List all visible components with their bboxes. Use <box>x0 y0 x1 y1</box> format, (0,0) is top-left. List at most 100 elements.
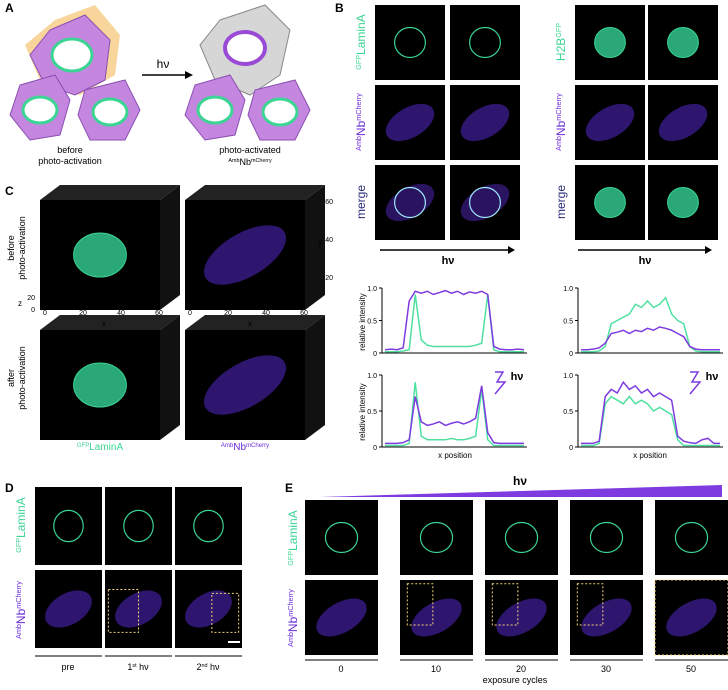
label: x <box>248 319 252 328</box>
y-tick-label: 0 <box>373 351 377 358</box>
label-part: Amb <box>228 158 239 164</box>
cell <box>45 590 92 628</box>
label: after <box>6 369 16 387</box>
label-part: LaminA <box>14 497 28 538</box>
label: photo-activation <box>17 346 27 410</box>
label-part: GFP <box>286 551 295 566</box>
micrograph <box>400 500 473 575</box>
label: relative intensity <box>358 293 367 350</box>
cell <box>585 103 635 142</box>
label-part: nd <box>202 663 208 669</box>
label: 40 <box>262 310 270 317</box>
nucleus <box>469 186 502 219</box>
volume-top <box>185 315 325 330</box>
label: AmbNbmCherry <box>286 589 301 647</box>
y-tick-label: 1.0 <box>367 373 377 380</box>
label: x position <box>438 451 472 460</box>
intensity-wedge <box>320 485 722 497</box>
label: 20 <box>224 310 232 317</box>
label: 40 <box>325 237 333 244</box>
roi-box <box>211 592 240 633</box>
y-tick-label: 0 <box>569 445 573 452</box>
cell <box>204 225 286 285</box>
nucleus <box>419 521 454 554</box>
label: pre <box>61 662 74 672</box>
label-part: mCherry <box>554 93 563 121</box>
label-part: mCherry <box>354 93 363 121</box>
label: 20 <box>79 310 87 317</box>
label: photo-activated <box>219 145 281 155</box>
label-part: st <box>132 663 137 669</box>
label: merge <box>554 185 568 219</box>
label: 10 <box>431 664 441 674</box>
nucleus <box>193 509 224 543</box>
panel-label: A <box>5 1 14 15</box>
label-part: Amb <box>354 136 363 151</box>
label-part: LaminA <box>89 442 123 453</box>
panel-label: B <box>335 1 344 15</box>
label-part: Amb <box>286 632 295 647</box>
y-tick-label: 0.5 <box>367 409 377 416</box>
label: 20 <box>516 664 526 674</box>
y-tick-label: 1.0 <box>563 373 573 380</box>
nucleus <box>394 26 427 59</box>
volume-top <box>40 185 180 200</box>
label: before <box>6 235 16 261</box>
cell <box>411 598 462 637</box>
micrograph <box>35 487 102 565</box>
label: 20 <box>325 275 333 282</box>
label-part: 2 <box>196 662 201 672</box>
nucleus <box>469 26 502 59</box>
micrograph <box>375 5 445 80</box>
roi-box <box>406 583 434 626</box>
label-part: Nb <box>354 120 368 136</box>
line <box>581 326 720 351</box>
label-part: Nb <box>239 157 251 167</box>
label-part: Amb <box>554 136 563 151</box>
nucleus <box>674 521 709 554</box>
label-part: LaminA <box>286 510 300 551</box>
cell <box>666 598 717 637</box>
arrow-head <box>705 246 712 254</box>
label: before <box>57 145 83 155</box>
nucleus <box>73 232 127 278</box>
label: 60 <box>155 310 163 317</box>
label-part: GFP <box>554 23 563 38</box>
cell-illustration <box>9 4 311 141</box>
label: AmbNbmCherry <box>354 93 369 151</box>
panel-label: D <box>5 481 14 495</box>
micrograph <box>305 500 378 575</box>
label: hν <box>442 255 455 267</box>
label: hν <box>513 474 527 488</box>
flash-icon <box>689 371 702 395</box>
label-part: Nb <box>554 120 568 136</box>
label: AmbNbmCherry <box>228 157 272 167</box>
nucleus <box>667 187 699 218</box>
cell <box>581 598 632 637</box>
nucleus <box>324 521 359 554</box>
cell <box>204 355 286 415</box>
line <box>581 380 720 445</box>
nucleus <box>667 27 699 58</box>
line <box>581 296 720 353</box>
label: AmbNbmCherry <box>221 442 269 453</box>
label: hν <box>706 371 719 383</box>
y-tick-label: 1.0 <box>563 286 573 293</box>
roi-box <box>576 583 604 626</box>
cell <box>460 103 510 142</box>
label: 2nd hν <box>196 662 220 672</box>
label: x position <box>633 451 667 460</box>
label: GFPLaminA <box>286 510 301 565</box>
micrograph <box>105 487 172 565</box>
label-part: GFP <box>14 538 23 553</box>
roi-box <box>654 579 728 656</box>
label-part: mCherry <box>286 589 295 617</box>
label: 50 <box>686 664 696 674</box>
cell <box>316 598 367 637</box>
roi-box <box>491 583 519 626</box>
label: H2BGFP <box>554 23 569 61</box>
line <box>385 385 524 445</box>
label: merge <box>354 185 368 219</box>
nucleus <box>589 521 624 554</box>
